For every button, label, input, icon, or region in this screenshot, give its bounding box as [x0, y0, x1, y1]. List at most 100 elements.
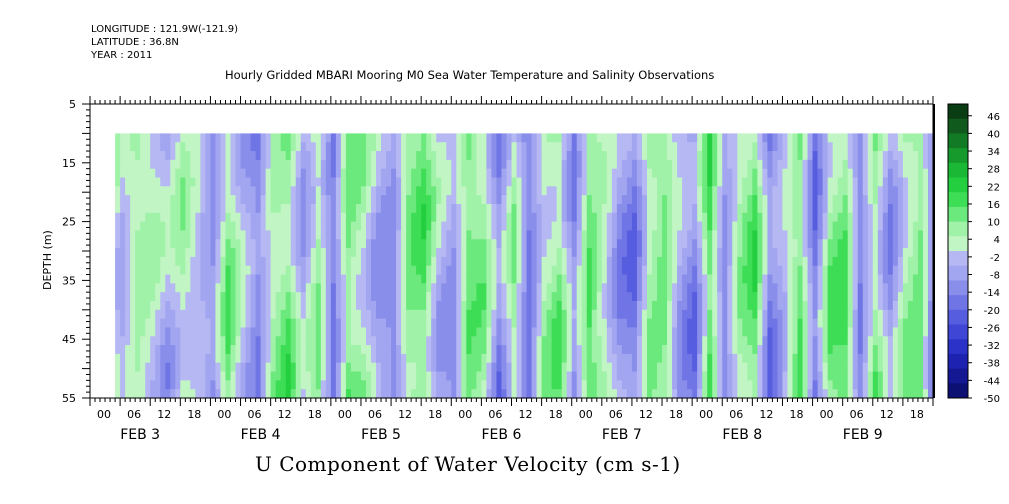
heatmap-cell: [451, 292, 457, 302]
heatmap-cell: [732, 380, 738, 390]
heatmap-cell: [315, 256, 322, 267]
heatmap-cell: [722, 230, 728, 240]
heatmap-cell: [586, 318, 593, 329]
heatmap-cell: [145, 300, 151, 311]
heatmap-cell: [662, 274, 668, 284]
heatmap-cell: [667, 353, 673, 364]
heatmap-cell: [702, 380, 708, 390]
heatmap-cell: [762, 265, 769, 276]
heatmap-cell: [396, 283, 402, 293]
heatmap-cell: [300, 353, 307, 364]
heatmap-cell: [852, 353, 859, 364]
heatmap-cell: [496, 142, 503, 152]
heatmap-cell: [857, 389, 864, 399]
heatmap-cell: [837, 151, 844, 161]
heatmap-cell: [290, 300, 297, 311]
heatmap-cell: [245, 177, 252, 187]
heatmap-cell: [521, 177, 528, 187]
heatmap-cell: [531, 159, 538, 170]
heatmap-cell: [757, 256, 763, 267]
heatmap-cell: [416, 159, 422, 170]
heatmap-cell: [280, 389, 287, 399]
heatmap-cell: [355, 371, 362, 381]
heatmap-cell: [687, 230, 693, 240]
heatmap-cell: [762, 353, 769, 364]
heatmap-cell: [431, 203, 437, 214]
heatmap-cell: [305, 186, 312, 196]
heatmap-cell: [897, 274, 904, 284]
heatmap-cell: [611, 239, 618, 249]
heatmap-cell: [300, 151, 307, 161]
heatmap-cell: [360, 159, 367, 170]
heatmap-cell: [777, 212, 784, 223]
heatmap-cell: [531, 318, 538, 329]
heatmap-cell: [682, 362, 688, 373]
heatmap-cell: [506, 309, 513, 320]
heatmap-cell: [360, 300, 367, 311]
heatmap-cell: [762, 221, 769, 232]
heatmap-cell: [687, 177, 693, 187]
heatmap-cell: [285, 230, 292, 240]
heatmap-cell: [877, 221, 884, 232]
heatmap-cell: [160, 133, 166, 143]
heatmap-cell: [501, 274, 508, 284]
heatmap-cell: [792, 292, 799, 302]
heatmap-cell: [672, 345, 678, 355]
heatmap-cell: [150, 265, 156, 276]
heatmap-cell: [180, 318, 186, 329]
heatmap-cell: [787, 151, 794, 161]
heatmap-cell: [897, 256, 904, 267]
heatmap-cell: [526, 309, 533, 320]
heatmap-cell: [636, 142, 643, 152]
heatmap-cell: [155, 203, 161, 214]
heatmap-cell: [867, 353, 874, 364]
heatmap-cell: [411, 239, 417, 249]
heatmap-cell: [551, 292, 558, 302]
heatmap-cell: [320, 265, 327, 276]
heatmap-cell: [672, 256, 678, 267]
heatmap-cell: [747, 274, 753, 284]
heatmap-cell: [521, 371, 528, 381]
heatmap-cell: [601, 133, 608, 143]
heatmap-cell: [295, 353, 302, 364]
heatmap-cell: [305, 353, 312, 364]
heatmap-cell: [892, 256, 899, 267]
heatmap-cell: [551, 230, 558, 240]
heatmap-cell: [365, 142, 372, 152]
heatmap-cell: [531, 274, 538, 284]
heatmap-cell: [872, 248, 879, 258]
heatmap-cell: [185, 168, 191, 179]
heatmap-cell: [245, 345, 252, 355]
heatmap-cell: [421, 221, 427, 232]
heatmap-cell: [792, 309, 799, 320]
heatmap-cell: [912, 212, 919, 223]
heatmap-cell: [682, 133, 688, 143]
heatmap-cell: [762, 159, 769, 170]
heatmap-cell: [606, 195, 613, 205]
heatmap-cell: [892, 353, 899, 364]
heatmap-cell: [621, 389, 628, 399]
heatmap-cell: [295, 265, 302, 276]
heatmap-cell: [526, 283, 533, 293]
heatmap-cell: [461, 318, 467, 329]
heatmap-cell: [476, 133, 482, 143]
heatmap-cell: [897, 230, 904, 240]
heatmap-cell: [877, 212, 884, 223]
heatmap-cell: [606, 327, 613, 337]
heatmap-cell: [165, 159, 171, 170]
heatmap-cell: [847, 256, 854, 267]
heatmap-cell: [210, 345, 217, 355]
heatmap-cell: [125, 327, 131, 337]
heatmap-cell: [160, 159, 166, 170]
heatmap-cell: [170, 380, 176, 390]
heatmap-cell: [155, 371, 161, 381]
heatmap-cell: [411, 309, 417, 320]
heatmap-cell: [561, 142, 568, 152]
heatmap-cell: [636, 371, 643, 381]
heatmap-cell: [757, 239, 763, 249]
heatmap-cell: [822, 230, 829, 240]
heatmap-cell: [130, 168, 136, 179]
heatmap-cell: [682, 389, 688, 399]
heatmap-cell: [225, 159, 232, 170]
heatmap-cell: [812, 380, 819, 390]
